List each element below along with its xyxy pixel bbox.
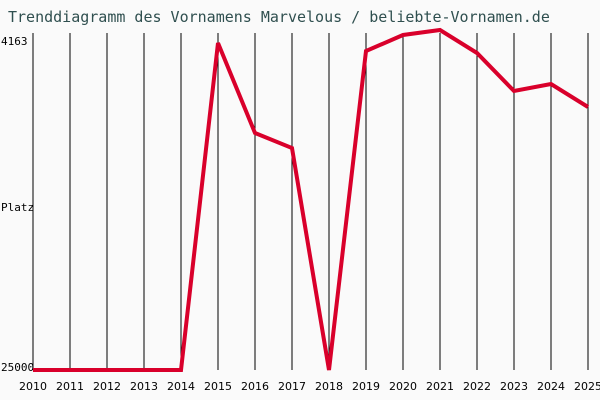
- x-axis-tick-label: 2011: [56, 380, 84, 393]
- x-axis-tick-label: 2023: [500, 380, 528, 393]
- y-axis-title: Platz: [1, 201, 35, 214]
- x-axis-tick-label: 2015: [204, 380, 232, 393]
- trend-line: [33, 27, 590, 372]
- y-axis-bottom-label: 25000: [1, 361, 35, 374]
- x-axis-tick-label: 2014: [167, 380, 195, 393]
- y-axis-top-label: 4163: [1, 35, 28, 48]
- x-axis-tick-label: 2013: [130, 380, 158, 393]
- x-axis-tick-label: 2019: [352, 380, 380, 393]
- x-axis-tick-label: 2025: [574, 380, 600, 393]
- x-axis-tick-label: 2020: [389, 380, 417, 393]
- x-axis-tick-label: 2012: [93, 380, 121, 393]
- x-axis-tick-label: 2022: [463, 380, 491, 393]
- x-axis-tick-label: 2021: [426, 380, 454, 393]
- x-axis-tick-label: 2017: [278, 380, 306, 393]
- x-axis-tick-label: 2018: [315, 380, 343, 393]
- x-axis-tick-label: 2016: [241, 380, 269, 393]
- chart-title: Trenddiagramm des Vornamens Marvelous / …: [8, 8, 550, 26]
- x-axis-tick-label: 2010: [19, 380, 47, 393]
- x-axis-tick-label: 2024: [537, 380, 565, 393]
